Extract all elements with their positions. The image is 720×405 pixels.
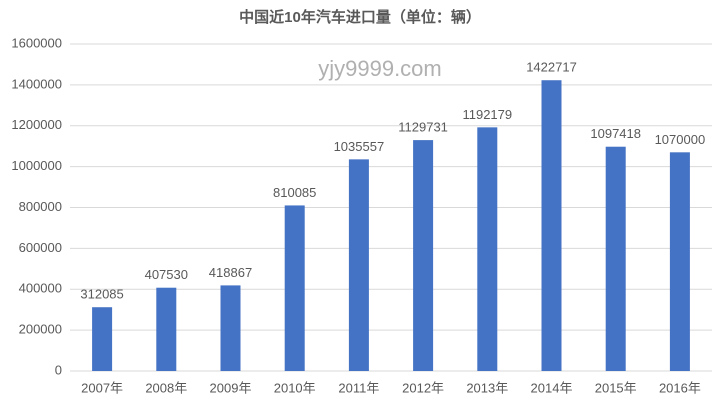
x-tick-label: 2015年 (595, 380, 637, 395)
y-tick-label: 800000 (19, 199, 62, 214)
y-tick-label: 1200000 (11, 117, 62, 132)
x-tick-label: 2008年 (145, 380, 187, 395)
x-tick-label: 2010年 (274, 380, 316, 395)
x-tick-label: 2012年 (402, 380, 444, 395)
y-tick-label: 200000 (19, 322, 62, 337)
y-tick-label: 600000 (19, 240, 62, 255)
bar (156, 287, 177, 371)
bar (220, 285, 241, 371)
x-tick-label: 2013年 (466, 380, 508, 395)
data-label: 810085 (273, 185, 316, 200)
bar (669, 152, 690, 371)
chart-title: 中国近10年汽车进口量（单位：辆） (239, 8, 481, 26)
data-label: 1097418 (590, 126, 641, 141)
data-label: 1035557 (334, 139, 385, 154)
bar (348, 159, 369, 371)
x-tick-label: 2009年 (210, 380, 252, 395)
bar (605, 146, 626, 371)
bar (92, 307, 113, 371)
x-tick-label: 2007年 (81, 380, 123, 395)
data-label: 418867 (209, 265, 252, 280)
x-tick-label: 2011年 (338, 380, 379, 395)
y-tick-label: 1000000 (11, 158, 62, 173)
bar (477, 127, 498, 371)
y-tick-label: 1600000 (11, 35, 62, 50)
y-tick-label: 0 (55, 362, 62, 377)
data-label: 1192179 (462, 107, 512, 122)
data-label: 1070000 (655, 132, 706, 147)
bar (413, 140, 434, 371)
y-tick-label: 1400000 (11, 76, 62, 91)
data-label: 1422717 (526, 60, 577, 75)
x-tick-label: 2016年 (659, 380, 701, 395)
watermark: yjy9999.com (318, 56, 442, 81)
data-label: 312085 (80, 287, 123, 302)
bar (541, 80, 562, 372)
x-tick-label: 2014年 (531, 380, 573, 395)
y-tick-label: 400000 (19, 281, 62, 296)
data-label: 407530 (145, 267, 188, 282)
bar (284, 205, 305, 371)
data-label: 1129731 (398, 120, 448, 135)
